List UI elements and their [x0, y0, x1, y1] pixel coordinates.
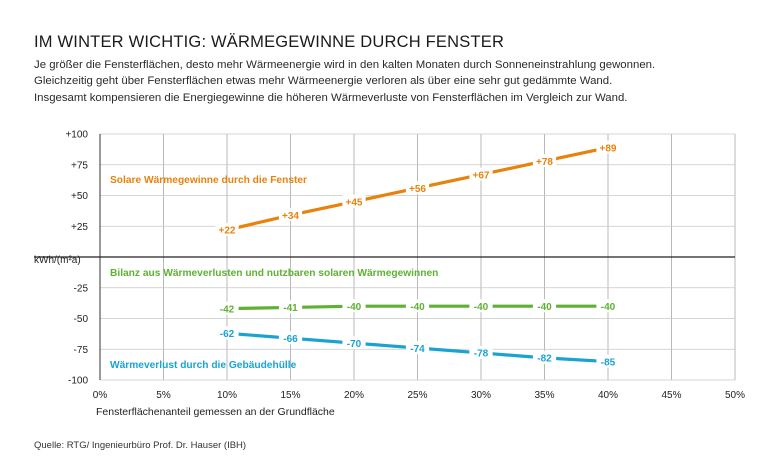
chart-axes: +100 +75 +50 +25 kWh/(m²a) -25 -50 -75 -100 0% 5% 1… [34, 130, 745, 401]
value-label-background [215, 222, 239, 236]
x-tick-label: 25% [407, 390, 427, 401]
series-name-label: Solare Wärmegewinne durch die Fenster [110, 175, 307, 186]
data-label: -74 [410, 344, 425, 355]
data-label: -70 [347, 339, 362, 350]
data-label: +67 [473, 170, 490, 181]
data-label: -40 [474, 302, 489, 313]
x-tick-label: 15% [280, 390, 300, 401]
chart-title: IM WINTER WICHTIG: WÄRMEGEWINNE DURCH FE… [34, 33, 505, 51]
x-tick-label: 40% [598, 390, 618, 401]
value-label-background [469, 299, 493, 313]
data-label: -40 [410, 302, 425, 313]
description-line: Gleichzeitig geht über Fensterflächen et… [34, 75, 613, 88]
value-label-background [405, 181, 430, 195]
value-label-background [532, 299, 557, 313]
y-tick-label: -25 [74, 283, 89, 294]
value-label-background [532, 154, 557, 168]
series-labels: Solare Wärmegewinne durch die Fenster Bil… [110, 175, 438, 371]
value-label-background [469, 345, 493, 359]
value-label-background [532, 350, 557, 364]
y-tick-label: -75 [74, 345, 89, 356]
data-label: +89 [600, 143, 617, 154]
data-label: -66 [283, 334, 298, 345]
value-label-background [215, 326, 239, 340]
y-tick-label: +50 [71, 191, 88, 202]
data-label: -62 [220, 329, 235, 340]
x-tick-label: 30% [471, 390, 491, 401]
data-label: -82 [537, 354, 552, 365]
description-line: Insgesamt kompensieren die Energiegewinn… [34, 91, 628, 104]
x-tick-label: 20% [344, 390, 364, 401]
x-tick-label: 35% [534, 390, 554, 401]
value-label-background [342, 299, 366, 313]
x-tick-label: 5% [156, 390, 171, 401]
value-label-background [405, 341, 430, 355]
series-name-label: Bilanz aus Wärmeverlusten und nutzbaren … [110, 268, 438, 279]
x-tick-label: 45% [661, 390, 681, 401]
value-label-background [278, 331, 303, 345]
data-label: +34 [282, 211, 299, 222]
chart-description: Je größer die Fensterflächen, desto mehr… [34, 57, 655, 106]
data-label: -42 [220, 304, 235, 315]
value-label-background [342, 194, 366, 208]
value-labels: +22 +34 +45 +56 +67 +78 +89 -42 -41 -40 -40 -40 -40 -… [215, 140, 620, 368]
y-axis-unit-label: kWh/(m²a) [34, 255, 81, 266]
data-label: +56 [409, 184, 426, 195]
data-label: +22 [219, 226, 236, 237]
data-label: -85 [601, 357, 616, 368]
x-tick-label: 50% [725, 390, 745, 401]
value-label-background [215, 301, 239, 315]
y-tick-label: +75 [71, 160, 88, 171]
data-label: -40 [537, 302, 552, 313]
x-tick-label: 10% [217, 390, 237, 401]
data-label: -41 [283, 303, 298, 314]
value-label-background [596, 354, 620, 368]
value-label-background [342, 336, 366, 350]
series-name-label: Wärmeverlust durch die Gebäudehülle [110, 360, 297, 371]
y-tick-label: +100 [65, 130, 88, 141]
data-label: -40 [347, 302, 362, 313]
value-label-background [596, 140, 620, 154]
data-label: +78 [536, 157, 553, 168]
description-line: Je größer die Fensterflächen, desto mehr… [34, 59, 656, 71]
data-label: -40 [601, 302, 616, 313]
y-tick-label: -100 [68, 376, 88, 387]
source-note: Quelle: RTG/ Ingenieurbüro Prof. Dr. Hau… [34, 440, 247, 451]
value-label-background [405, 299, 430, 313]
x-axis-title: Fensterflächenanteil gemessen an der Gru… [96, 406, 335, 418]
y-tick-label: -50 [74, 314, 89, 325]
y-tick-label: +25 [71, 222, 88, 233]
data-label: +45 [346, 197, 363, 208]
data-label: -78 [474, 349, 489, 360]
x-tick-label: 0% [93, 390, 108, 401]
value-label-background [278, 208, 303, 222]
value-label-background [469, 167, 493, 181]
value-label-background [596, 299, 620, 313]
value-label-background [278, 300, 303, 314]
